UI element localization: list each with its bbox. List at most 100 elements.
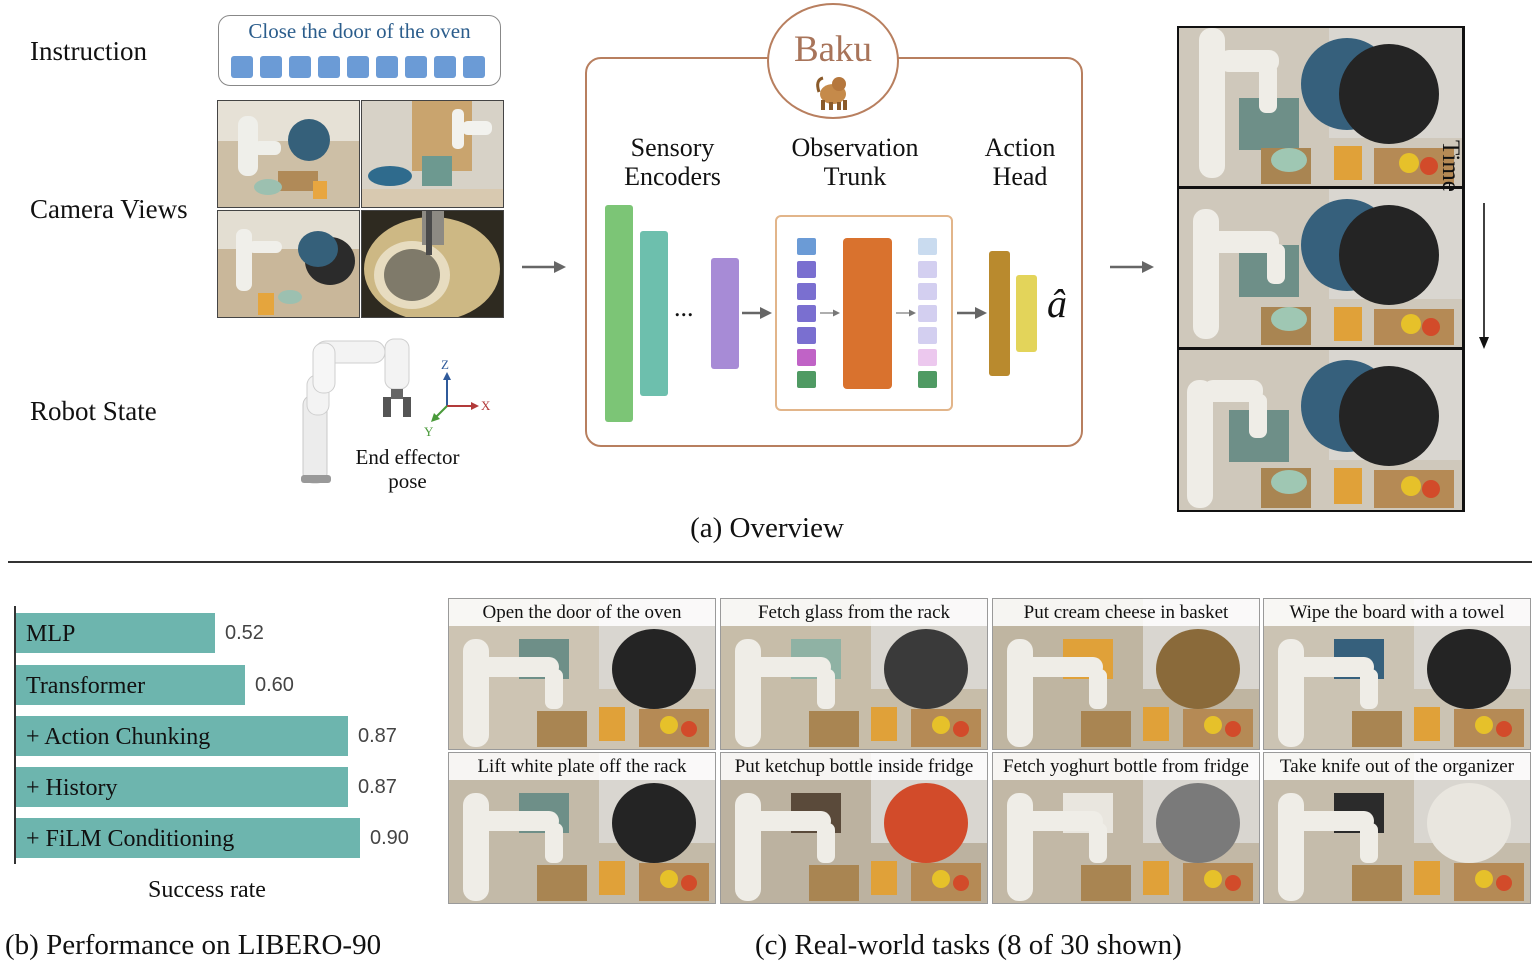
axis-z-label: Z	[441, 357, 449, 372]
section-divider	[8, 561, 1532, 563]
task-label: Open the door of the oven	[449, 599, 715, 626]
input-arrow-icon	[522, 261, 566, 273]
chart-bar-label: + History	[26, 775, 118, 801]
task-label: Put ketchup bottle inside fridge	[721, 753, 987, 780]
observation-line2: Trunk	[823, 162, 887, 191]
chart-value-label: 0.87	[358, 725, 397, 747]
trunk-output-token	[918, 283, 937, 300]
baku-title: Baku	[793, 29, 873, 70]
robot-arm-illustration	[301, 338, 411, 484]
task-card: Put ketchup bottle inside fridge	[720, 752, 988, 904]
task-card: Put cream cheese in basket	[992, 598, 1260, 750]
transformer-trunk-block	[843, 238, 892, 389]
camera-view-photo	[217, 100, 360, 208]
camera-view-photo	[217, 210, 360, 318]
task-label: Fetch glass from the rack	[721, 599, 987, 626]
instruction-token	[231, 56, 253, 78]
chart-bar-label: MLP	[26, 621, 76, 647]
trunk-output-token	[918, 371, 937, 388]
trunk-output-token	[918, 261, 937, 278]
instruction-token	[318, 56, 340, 78]
instruction-token	[463, 56, 485, 78]
instruction-box: Close the door of the oven	[218, 15, 501, 86]
chart-bar	[16, 716, 348, 756]
chart-value-label: 0.52	[225, 622, 264, 644]
axis-y-label: Y	[424, 424, 434, 439]
camera-view-photo	[361, 100, 504, 208]
instruction-token	[434, 56, 456, 78]
observation-token	[797, 238, 816, 255]
observation-token	[797, 371, 816, 388]
robot-state-label: Robot State	[30, 396, 157, 426]
baku-mascot-icon	[816, 76, 847, 110]
sensory-line2: Encoders	[624, 162, 721, 191]
end-effector-line1: End effector	[355, 445, 460, 469]
rollout-frame-photo	[1179, 28, 1462, 186]
coordinate-axes-icon	[431, 372, 479, 422]
chart-bar	[16, 613, 215, 653]
trunk-output-token	[918, 349, 937, 366]
tasks-caption: (c) Real-world tasks (8 of 30 shown)	[755, 929, 1182, 961]
sensory-encoder-block	[640, 231, 668, 396]
task-card: Take knife out of the organizer	[1263, 752, 1531, 904]
observation-token	[797, 349, 816, 366]
chart-bar	[16, 818, 360, 858]
observation-token	[797, 305, 816, 322]
observation-token	[797, 261, 816, 278]
chart-bar	[16, 665, 245, 705]
action-head-label: Action Head	[965, 133, 1075, 191]
action-output-symbol: â	[1047, 281, 1067, 326]
chart-value-label: 0.87	[358, 776, 397, 798]
sensory-line1: Sensory	[630, 133, 715, 162]
observation-line1: Observation	[791, 133, 919, 162]
task-card: Lift white plate off the rack	[448, 752, 716, 904]
trunk-output-token	[918, 238, 937, 255]
task-card: Wipe the board with a towel	[1263, 598, 1531, 750]
task-card: Open the door of the oven	[448, 598, 716, 750]
task-label: Fetch yoghurt bottle from fridge	[993, 753, 1259, 780]
observation-trunk-box	[775, 215, 953, 411]
sensory-encoders-label: Sensory Encoders	[600, 133, 745, 191]
trunk-output-token	[918, 305, 937, 322]
task-label: Put cream cheese in basket	[993, 599, 1259, 626]
chart-value-label: 0.90	[370, 827, 409, 849]
trunk-to-head-arrow-icon	[957, 307, 987, 319]
chart-xlabel: Success rate	[148, 877, 266, 903]
trunk-output-token	[918, 327, 937, 344]
encoder-ellipsis: ...	[674, 293, 694, 322]
sensory-encoder-block	[711, 258, 739, 369]
task-label: Take knife out of the organizer	[1264, 753, 1530, 780]
task-card: Fetch yoghurt bottle from fridge	[992, 752, 1260, 904]
chart-baseline	[14, 606, 16, 864]
sensory-encoder-block	[605, 205, 633, 422]
action-head-block	[1016, 275, 1037, 352]
rollout-frame-photo	[1179, 350, 1462, 510]
rollout-frames	[1177, 26, 1465, 512]
action-line1: Action	[984, 133, 1056, 162]
token-arrow-icon	[820, 309, 840, 317]
observation-token	[797, 283, 816, 300]
instruction-token	[376, 56, 398, 78]
output-arrow-icon	[1110, 261, 1154, 273]
chart-bar-label: Transformer	[26, 673, 146, 699]
end-effector-label: End effector pose	[340, 445, 475, 493]
end-effector-line2: pose	[388, 469, 427, 493]
instruction-token	[347, 56, 369, 78]
camera-view-photo	[361, 210, 504, 318]
encoder-to-trunk-arrow-icon	[742, 307, 772, 319]
instruction-token	[260, 56, 282, 78]
chart-bar-label: + Action Chunking	[26, 724, 211, 750]
time-label: Time	[1437, 140, 1464, 192]
observation-token	[797, 327, 816, 344]
token-arrow-icon	[896, 309, 916, 317]
instruction-token	[405, 56, 427, 78]
axis-x-label: X	[481, 398, 491, 413]
action-head-block	[989, 251, 1010, 376]
time-arrow-icon	[1479, 203, 1489, 349]
observation-trunk-label: Observation Trunk	[775, 133, 935, 191]
task-label: Lift white plate off the rack	[449, 753, 715, 780]
rollout-frame-photo	[1179, 189, 1462, 347]
instruction-text: Close the door of the oven	[248, 19, 471, 43]
camera-views-label: Camera Views	[30, 194, 188, 224]
chart-bar	[16, 767, 348, 807]
